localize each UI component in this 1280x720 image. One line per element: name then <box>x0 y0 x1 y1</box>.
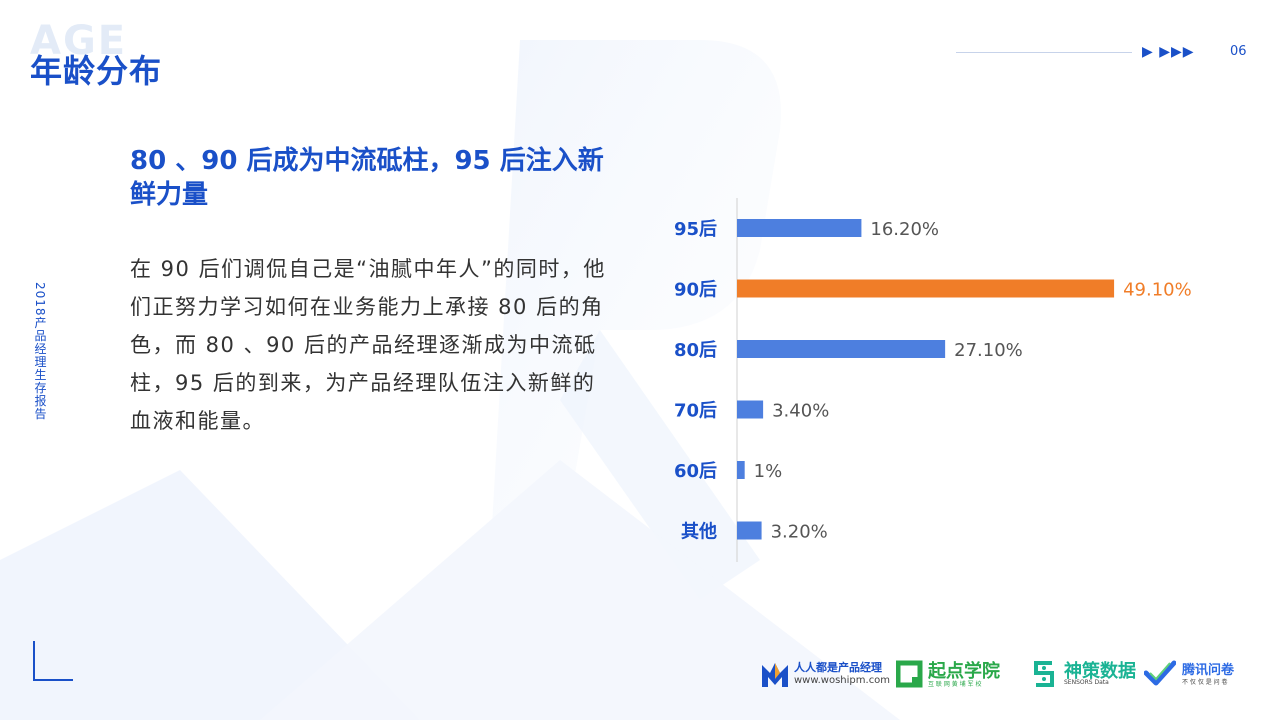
logo-name-2: 神策数据 <box>1064 661 1136 682</box>
value-label-0: 16.20% <box>870 219 939 240</box>
bar-2 <box>737 340 946 358</box>
report-title-vertical: 2018产品经理生存报告 <box>33 282 47 421</box>
age-distribution-chart: 95后 16.20% 90后 49.10% 80后 27.10% 70后 3.40% 60后 1%… <box>674 198 1192 562</box>
category-label-3: 70后 <box>674 401 717 422</box>
logo-sub-0: www.woshipm.com <box>794 675 891 686</box>
value-label-4: 1% <box>754 461 783 482</box>
category-label-4: 60后 <box>674 461 717 482</box>
logo-sub-1: 互 联 网 黄 埔 军 校 <box>928 681 982 688</box>
tencent-wj-logo <box>1143 659 1177 693</box>
logo-name-3: 腾讯问卷 <box>1182 663 1235 678</box>
bar-3 <box>737 400 764 419</box>
page-title: 年龄分布 <box>30 52 163 90</box>
bar-4 <box>737 461 745 479</box>
logo-name-0: 人人都是产品经理 <box>794 661 882 674</box>
footer-logos: 人人都是产品经理 www.woshipm.com 起点学院互 联 网 黄 埔 军 校… <box>760 655 1270 695</box>
value-label-1: 49.10% <box>1123 280 1192 301</box>
qidian-logo <box>895 659 924 693</box>
headline: 80 、90 后成为中流砥柱，95 后注入新鲜力量 <box>130 146 604 210</box>
logo-sub-3: 不 仅 仅 是 问 卷 <box>1182 679 1228 686</box>
header-arrows: ▶ ▶▶▶ <box>1142 44 1195 60</box>
category-label-0: 95后 <box>674 219 717 240</box>
logo-name-1: 起点学院 <box>928 661 1000 682</box>
value-label-5: 3.20% <box>771 522 828 543</box>
page-number: 06 <box>1230 44 1247 59</box>
category-label-2: 80后 <box>674 340 717 361</box>
category-label-1: 90后 <box>674 280 717 301</box>
title-watermark: AGE <box>30 18 128 64</box>
header-divider <box>956 52 1132 53</box>
bar-1 <box>737 279 1115 298</box>
corner-bracket-vertical <box>33 641 35 681</box>
woshipm-logo <box>760 659 790 693</box>
logo-sub-2: SENSORS Data <box>1064 679 1109 686</box>
sensors-logo <box>1032 659 1056 693</box>
value-label-3: 3.40% <box>772 401 829 422</box>
value-label-2: 27.10% <box>954 340 1023 361</box>
corner-bracket-horizontal <box>33 679 73 681</box>
category-label-5: 其他 <box>681 521 717 543</box>
bar-0 <box>737 219 862 237</box>
body-paragraph: 在 90 后们调侃自己是“油腻中年人”的同时，他们正努力学习如何在业务能力上承接… <box>130 257 606 433</box>
bar-5 <box>737 521 762 540</box>
